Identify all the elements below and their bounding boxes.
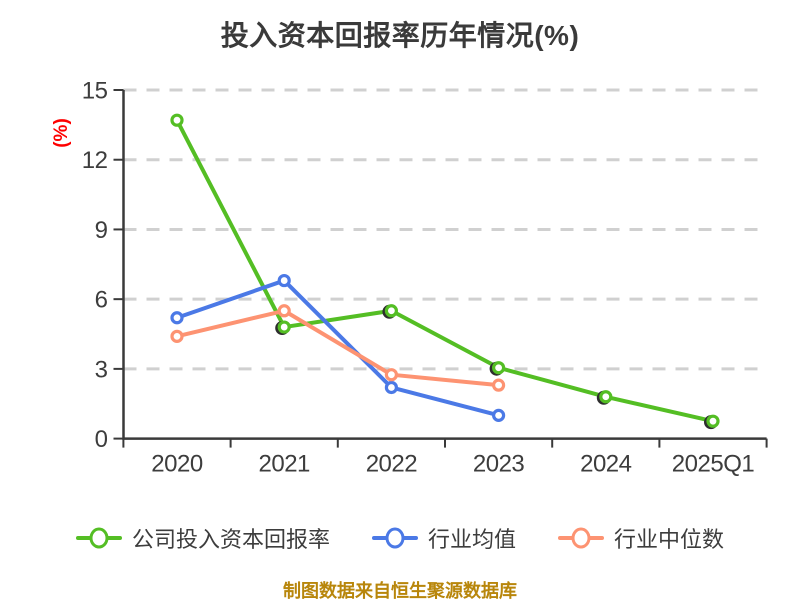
series-line-2 (175, 308, 501, 388)
line-chart-plot-area: 0 3 6 9 12 15 2020 2021 2022 2023 2024 2025Q1 (82, 78, 768, 478)
legend-item-industry-median: 行业中位数 (558, 522, 724, 554)
chart-legend: 公司投入资本回报率 行业均值 行业中位数 (0, 522, 800, 554)
y-tick-label: 15 (82, 78, 108, 105)
data-point (384, 368, 398, 382)
x-tick-label: 2020 (151, 451, 203, 478)
chart-title: 投入资本回报率历年情况(%) (220, 20, 580, 51)
data-point (599, 390, 613, 404)
x-tick-label: 2022 (366, 451, 418, 478)
series-line-0 (175, 118, 715, 424)
x-tick-label: 2021 (259, 451, 311, 478)
x-tick-label: 2025Q1 (672, 451, 755, 478)
data-source-caption: 制图数据来自恒生聚源数据库 (283, 581, 517, 601)
data-point (384, 304, 398, 318)
legend-item-company-roic: 公司投入资本回报率 (75, 522, 330, 554)
data-point (384, 380, 398, 395)
y-tick-label: 9 (95, 217, 108, 244)
y-tick-label: 12 (82, 147, 108, 174)
data-point (170, 311, 184, 325)
legend-label: 行业均值 (427, 527, 516, 552)
data-point (492, 378, 506, 392)
data-point (170, 329, 184, 343)
data-point (277, 320, 291, 334)
legend-marker-blue (371, 527, 418, 549)
x-tick-label: 2024 (580, 451, 632, 478)
y-tick-label: 3 (95, 356, 108, 383)
legend-marker-green (75, 527, 122, 549)
x-tick-label: 2023 (473, 451, 525, 478)
y-tick-label: 6 (95, 287, 108, 314)
y-tick-label: 0 (95, 426, 108, 453)
legend-label: 行业中位数 (614, 527, 725, 552)
series-line-1 (175, 278, 501, 418)
data-point (706, 414, 720, 428)
data-point (170, 113, 184, 127)
axes (122, 90, 767, 440)
legend-label: 公司投入资本回报率 (131, 527, 330, 552)
data-point (492, 408, 506, 422)
legend-marker-orange (558, 527, 604, 549)
legend-item-industry-mean: 行业均值 (371, 522, 516, 554)
data-point (277, 304, 291, 318)
data-point (492, 361, 506, 375)
data-point (277, 273, 291, 288)
